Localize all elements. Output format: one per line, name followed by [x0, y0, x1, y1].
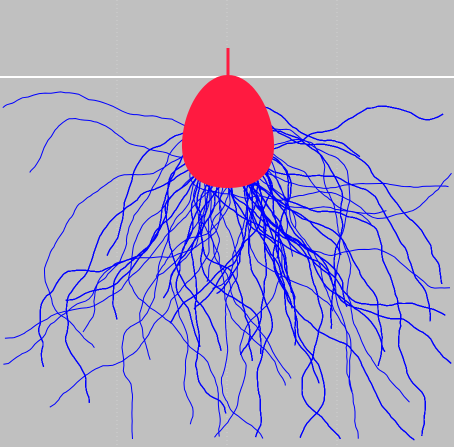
root	[232, 108, 344, 329]
faint-grid	[116, 0, 338, 447]
root	[239, 130, 341, 439]
root	[248, 156, 274, 438]
root	[127, 133, 223, 437]
root	[121, 142, 211, 440]
root	[169, 148, 225, 425]
root	[209, 148, 286, 386]
root	[64, 151, 216, 403]
root	[246, 174, 342, 256]
root	[200, 153, 253, 361]
root	[239, 144, 432, 322]
root	[43, 134, 223, 348]
root	[237, 151, 415, 441]
root	[38, 128, 218, 368]
root	[29, 117, 211, 173]
root	[246, 120, 353, 392]
seed-body	[181, 75, 275, 188]
root	[236, 143, 449, 189]
root	[250, 109, 443, 284]
root	[3, 120, 211, 365]
root	[218, 148, 264, 439]
root	[259, 136, 426, 436]
root	[232, 172, 348, 307]
root	[190, 156, 235, 414]
